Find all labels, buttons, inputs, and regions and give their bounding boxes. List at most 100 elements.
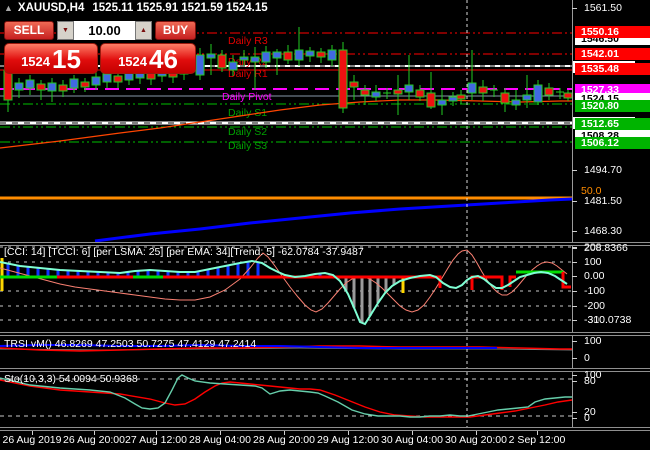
candle-bullish [448, 96, 458, 102]
candle-bearish [58, 84, 68, 92]
axis-tick [572, 412, 577, 413]
candle-bearish [415, 89, 425, 98]
pivot-label: Daily R3 [228, 35, 268, 47]
time-axis-tick [284, 431, 285, 435]
axis-tick [572, 276, 577, 277]
candle-bearish [500, 92, 510, 104]
cci-trend-line [163, 275, 442, 288]
time-axis-label: 29 Aug 12:00 [317, 434, 379, 446]
cci-axis-label: -100 [584, 285, 606, 297]
panel-separator[interactable] [0, 332, 650, 336]
candle-bearish [36, 83, 46, 91]
cci-indicator-canvas[interactable] [0, 245, 573, 333]
time-axis-label: 26 Aug 20:00 [63, 434, 125, 446]
candle-bearish [349, 81, 359, 88]
candle-bearish [316, 51, 326, 58]
time-axis-tick [476, 431, 477, 435]
pivot-label: Daily Pivot [222, 91, 272, 103]
candle-bullish [239, 56, 249, 61]
time-axis-label: 28 Aug 20:00 [253, 434, 315, 446]
time-axis-tick [348, 431, 349, 435]
stochastic-indicator-canvas[interactable] [0, 372, 573, 427]
candle-bullish [228, 61, 238, 71]
candle-bearish [338, 49, 348, 109]
volume-input[interactable]: 10.00 [74, 21, 135, 40]
pivot-label: Daily R1 [228, 68, 268, 80]
candle-bullish [305, 50, 315, 57]
candle-bullish [467, 82, 477, 94]
candle-bullish [47, 82, 57, 92]
one-click-trading-panel: SELL ▼ 10.00 ▲ BUY 1524 15 1524 46 [2, 17, 196, 75]
buy-price-big: 1524 [118, 54, 147, 69]
candle-bearish [544, 87, 554, 96]
axis-tick [572, 170, 577, 171]
trsi-indicator-label: TRSI vM() 46.8269 47.2503 50.7275 47.412… [4, 338, 257, 350]
time-axis-tick [32, 431, 33, 435]
panel-separator[interactable] [0, 427, 650, 431]
pivot-label: Daily S3 [228, 140, 267, 152]
sell-price-pips: 15 [52, 44, 81, 74]
time-axis-label: 30 Aug 20:00 [445, 434, 507, 446]
time-axis-tick [412, 431, 413, 435]
chart-collapse-icon[interactable]: ▲ [4, 3, 13, 13]
sell-button[interactable]: SELL [4, 21, 54, 40]
stochastic-axis-label: 0 [584, 412, 590, 424]
sell-price-big: 1524 [21, 54, 50, 69]
price-axis-label: 1468.30 [584, 225, 622, 237]
volume-decrease-button[interactable]: ▼ [57, 21, 74, 40]
tcci-line [0, 259, 568, 326]
cci-trend-line [470, 275, 504, 290]
candle-bullish [511, 99, 521, 106]
candle-bullish [102, 73, 112, 83]
axis-tick [572, 320, 577, 321]
panel-separator[interactable] [0, 242, 650, 246]
stochastic-indicator-label: Sto(10,3,3) 54.0094 50.9368 [4, 373, 138, 385]
time-axis-label: 28 Aug 04:00 [189, 434, 251, 446]
chart-title: ▲ XAUUSD,H4 1525.11 1525.91 1521.59 1524.1… [4, 2, 268, 14]
candle-bearish [393, 89, 403, 95]
candle-bearish [283, 51, 293, 61]
axis-tick [572, 375, 577, 376]
axis-tick [572, 248, 577, 249]
candle-bullish [404, 84, 414, 93]
candle-bearish [80, 81, 90, 88]
axis-tick [572, 291, 577, 292]
chart-ohlc-values: 1525.11 1525.91 1521.59 1524.15 [92, 2, 268, 14]
candle-bearish [426, 92, 436, 108]
sell-price-button[interactable]: 1524 15 [4, 43, 98, 74]
candle-bearish [360, 89, 370, 96]
chart-symbol-period: XAUUSD,H4 [17, 2, 85, 14]
price-level-badge: 1550.16 [575, 26, 650, 38]
time-axis-tick [156, 431, 157, 435]
cci-axis-label: 208.8366 [584, 242, 628, 254]
price-axis-label: 1481.50 [584, 195, 622, 207]
stochastic-main-line [0, 374, 572, 418]
axis-tick [572, 341, 577, 342]
candle-bullish [533, 84, 543, 103]
axis-tick [572, 247, 577, 248]
price-axis-border [572, 0, 573, 431]
candle-bullish [327, 49, 337, 61]
trsi-indicator-canvas[interactable] [0, 337, 573, 369]
buy-price-button[interactable]: 1524 46 [100, 43, 196, 74]
time-axis-label: 27 Aug 12:00 [125, 434, 187, 446]
candle-bullish [195, 54, 205, 76]
axis-tick [572, 231, 577, 232]
stochastic-axis-label: 100 [584, 369, 602, 381]
cci-indicator-label: [CCI: 14] [TCCI: 6] [per LSMA: 25] [per … [4, 246, 364, 258]
buy-button[interactable]: BUY [155, 21, 196, 40]
volume-increase-button[interactable]: ▲ [135, 21, 152, 40]
axis-tick [572, 418, 577, 419]
candle-bullish [437, 99, 447, 106]
panel-separator[interactable] [0, 368, 650, 372]
axis-tick [572, 262, 577, 263]
cci-axis-label: -310.0738 [584, 314, 632, 326]
candle-bearish [478, 86, 488, 94]
time-axis-tick [94, 431, 95, 435]
price-level-badge: 1542.01 [575, 48, 650, 60]
price-level-badge: 1512.65 [575, 118, 650, 130]
price-axis-label: 1561.50 [584, 2, 622, 14]
ma-line-blue [94, 197, 573, 243]
